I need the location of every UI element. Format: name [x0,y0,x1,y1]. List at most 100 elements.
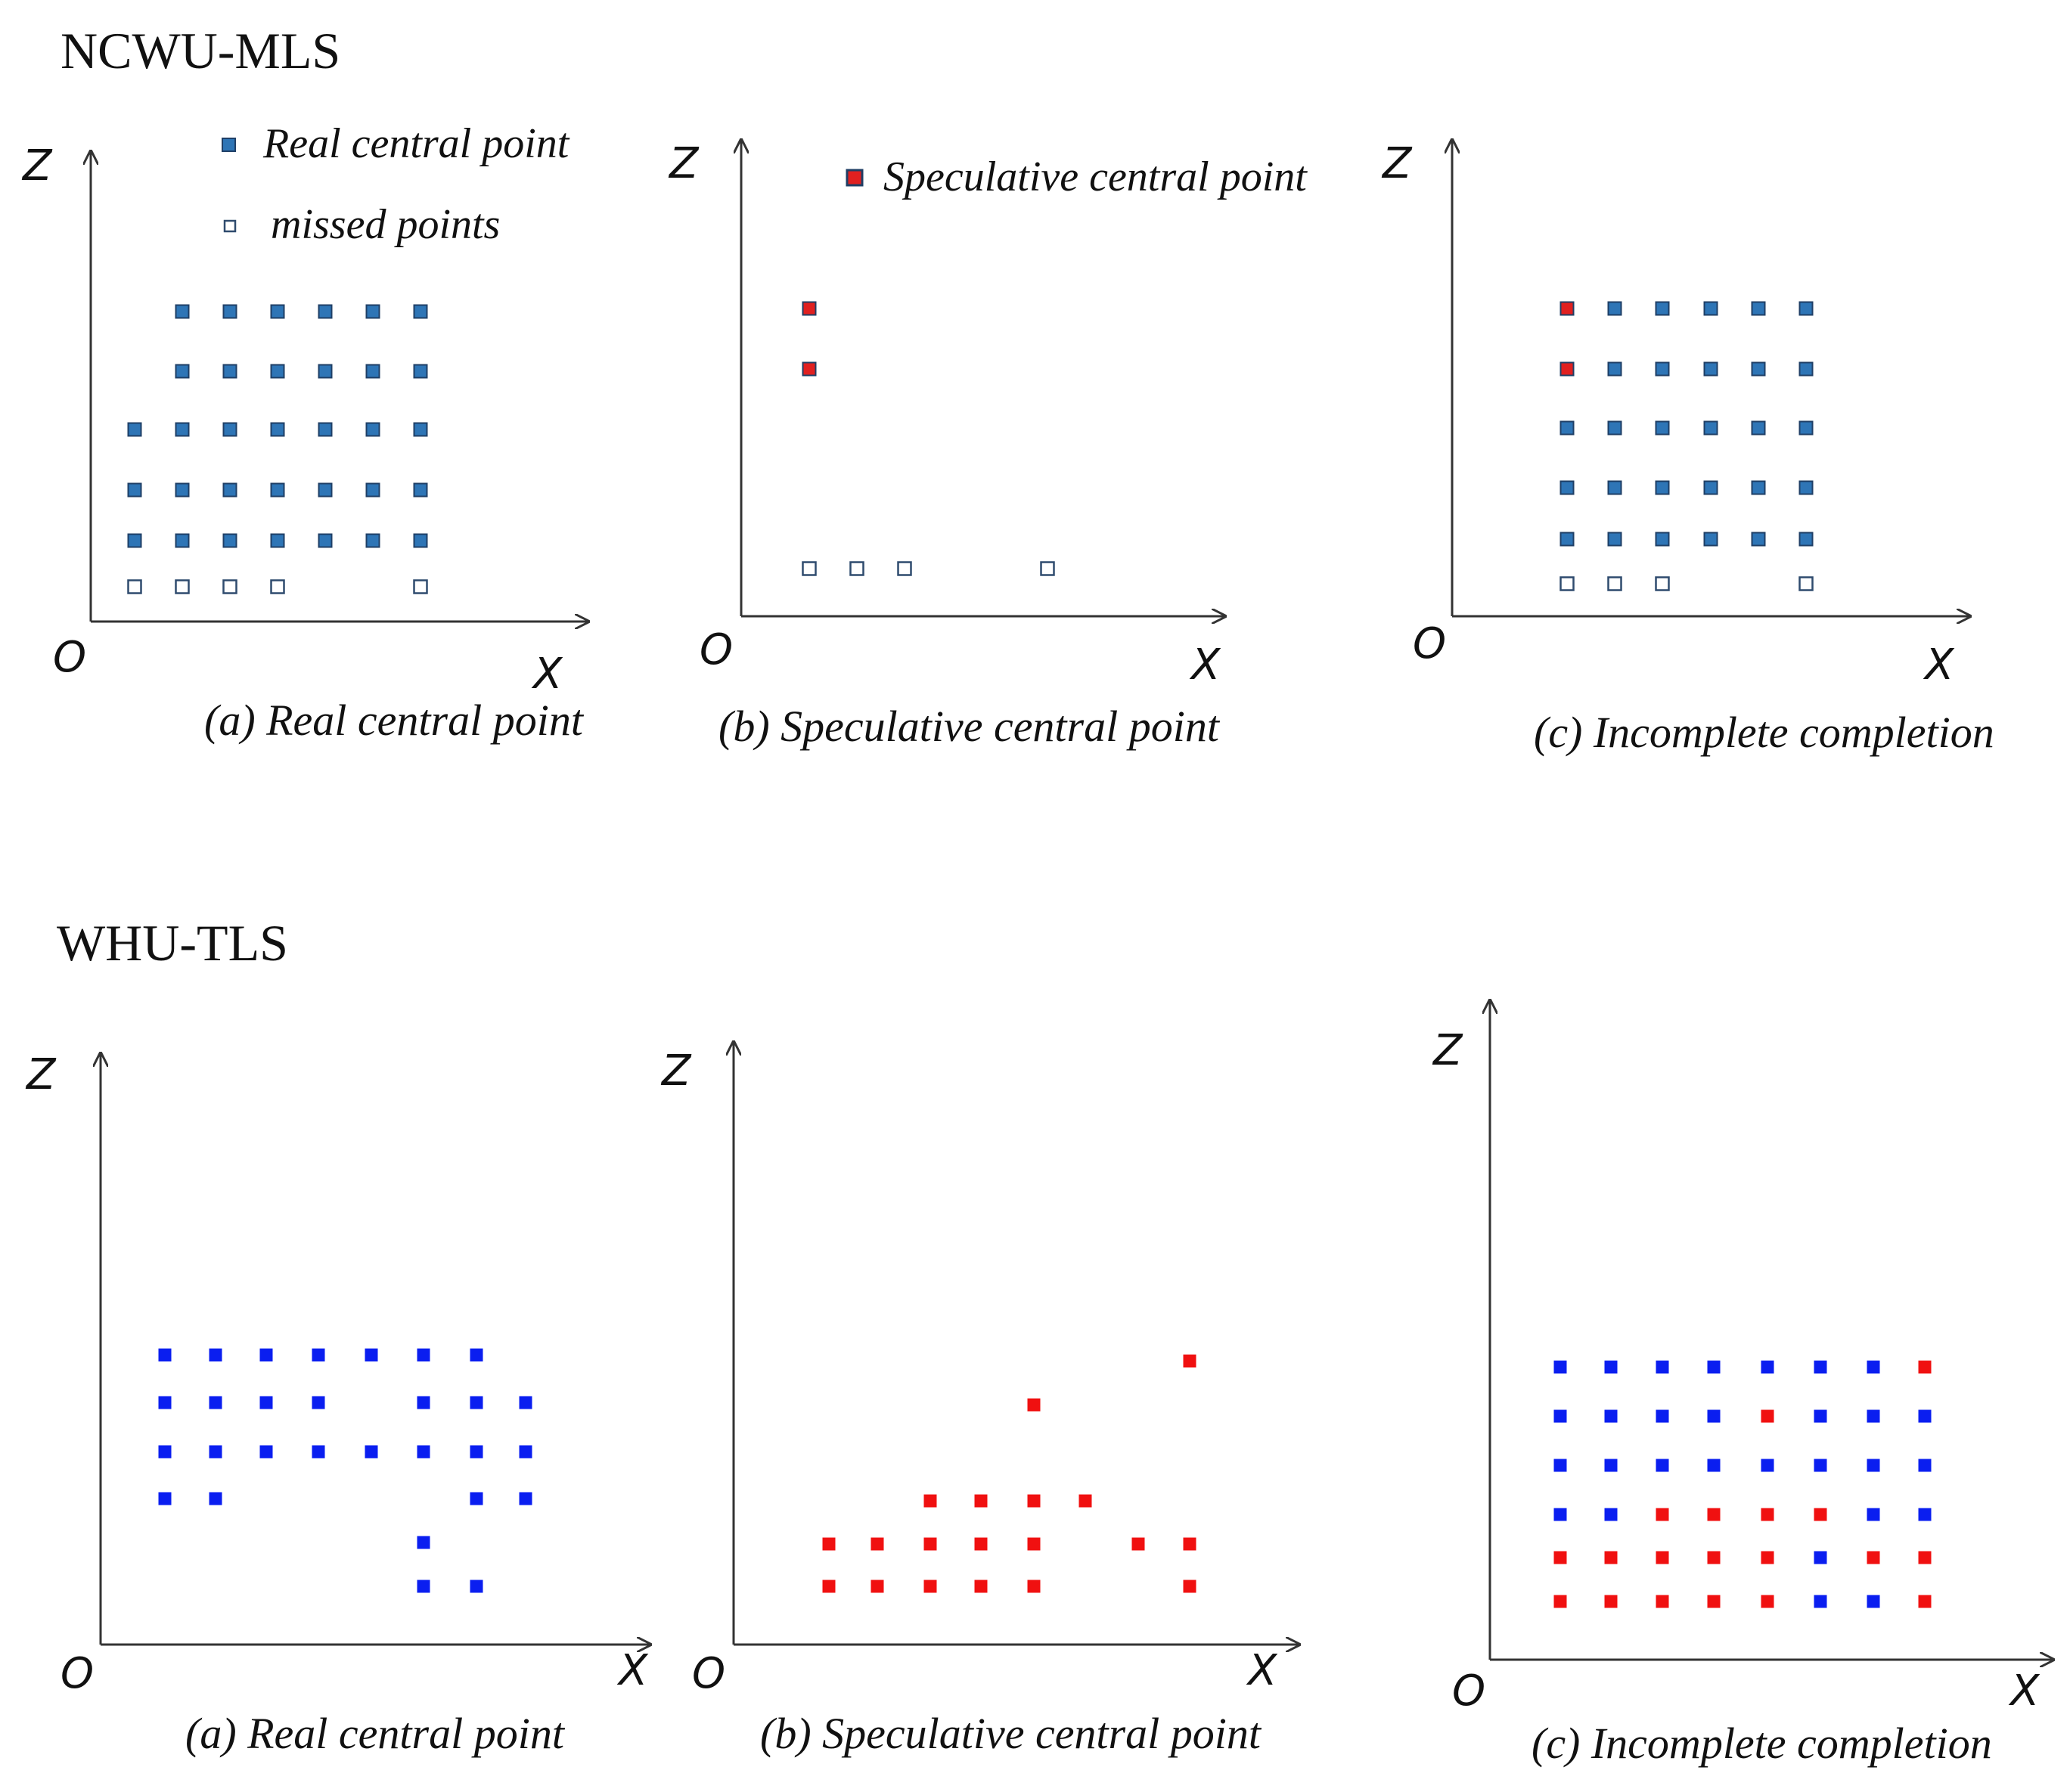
real-point [1559,420,1575,436]
missed-point [1798,576,1814,591]
x-axis-label: X [531,650,563,699]
missed-point [175,579,190,594]
real-point [175,364,190,379]
legend-missed-marker [223,219,237,233]
real-point [1751,480,1766,495]
caption-whu-a: (a) Real central point [185,1709,566,1758]
origin-label: O [61,1649,94,1698]
real-point [365,304,380,319]
real-point [1918,1508,1932,1521]
real-point [222,364,237,379]
real-point [1553,1409,1567,1423]
real-point [318,533,333,548]
real-point [519,1492,532,1505]
z-axis-label: Z [25,1050,57,1099]
real-point [1703,480,1718,495]
real-point [417,1445,430,1459]
real-point [127,422,142,437]
real-point [417,1536,430,1549]
real-point [1814,1409,1827,1423]
speculative-point [974,1580,988,1593]
real-point [1751,532,1766,547]
real-point [259,1396,273,1409]
caption-whu-b: (b) Speculative central point [760,1709,1262,1758]
real-point [519,1445,532,1459]
real-point [209,1445,222,1459]
speculative-point [1183,1580,1196,1593]
real-point [1553,1459,1567,1472]
real-point [1655,532,1670,547]
real-point [1918,1409,1932,1423]
real-point [413,533,428,548]
section-title-ncwu: NCWU-MLS [61,22,340,79]
missed-point [1040,561,1055,576]
whu-panel-a: Z X O (a) Real central point [25,1050,650,1758]
speculative-point [1707,1595,1721,1608]
speculative-point [1027,1537,1041,1551]
z-axis-label: Z [1381,139,1413,188]
real-point [312,1348,325,1362]
missed-point [802,561,817,576]
real-point [1655,480,1670,495]
legend-real-label: Real central point [262,120,570,167]
speculative-point [923,1494,937,1508]
real-point [1604,1409,1618,1423]
real-point [413,482,428,498]
legend-speculative-label: Speculative central point [883,153,1308,200]
x-axis-label: X [1923,640,1955,690]
legend-real-marker [222,138,236,152]
caption-ncwu-a: (a) Real central point [204,696,585,745]
real-point [1607,480,1622,495]
real-point [1655,301,1670,316]
real-point [1604,1360,1618,1374]
speculative-point [822,1580,836,1593]
real-point [270,533,285,548]
z-axis-label: Z [668,139,700,188]
speculative-point [1867,1551,1880,1564]
legend-speculative-marker [846,169,864,187]
real-point [127,482,142,498]
speculative-point [1761,1409,1774,1423]
real-point [1918,1459,1932,1472]
speculative-point [923,1580,937,1593]
z-axis-label: Z [1432,1026,1463,1075]
real-point [1703,361,1718,377]
z-axis-label: Z [21,141,53,191]
real-point [1559,532,1575,547]
real-point [312,1445,325,1459]
real-point [1656,1409,1669,1423]
missed-point [1607,576,1622,591]
real-point [417,1580,430,1593]
speculative-point [1131,1537,1145,1551]
speculative-point [1707,1508,1721,1521]
real-point [158,1348,172,1362]
real-point [318,482,333,498]
real-point [318,422,333,437]
missed-point [1655,576,1670,591]
ncwu-panel-a: Z X O Real central point missed points (… [21,120,588,745]
point-grid [1553,1360,1932,1608]
real-point [365,533,380,548]
speculative-point [1918,1595,1932,1608]
real-point [470,1396,483,1409]
speculative-point [1604,1595,1618,1608]
real-point [1607,301,1622,316]
real-point [1607,532,1622,547]
speculative-point [1183,1354,1196,1368]
real-point [270,422,285,437]
speculative-point [1027,1494,1041,1508]
speculative-point [1027,1580,1041,1593]
caption-ncwu-c: (c) Incomplete completion [1534,708,1994,757]
speculative-point [1814,1508,1827,1521]
real-point [1656,1360,1669,1374]
real-point [1761,1360,1774,1374]
origin-label: O [700,625,733,674]
real-point [175,482,190,498]
real-point [209,1348,222,1362]
real-point [222,422,237,437]
whu-panel-c: Z X O (c) Incomplete completion [1432,1000,2053,1768]
real-point [417,1396,430,1409]
real-point [470,1445,483,1459]
real-point [270,482,285,498]
